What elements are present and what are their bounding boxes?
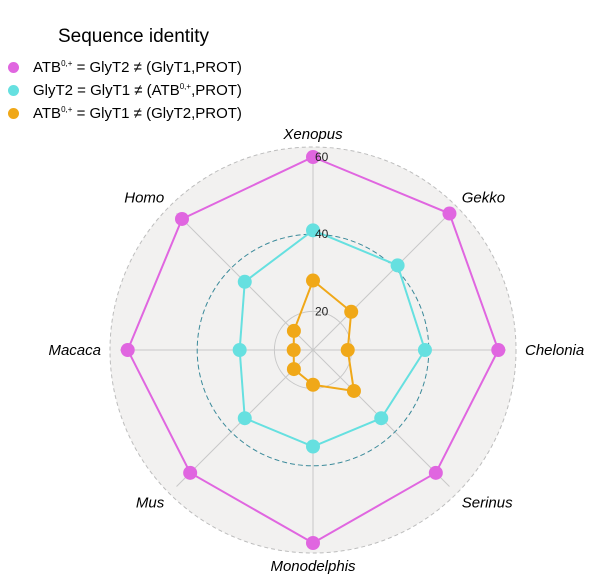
- series-1-point-monodelphis: [306, 439, 320, 454]
- series-0-point-serinus: [428, 465, 443, 480]
- series-1-point-homo: [237, 274, 252, 289]
- series-0-point-gekko: [442, 206, 457, 221]
- legend-dot-glyt2-glyt1: [8, 85, 19, 96]
- category-label-chelonia: Chelonia: [525, 342, 584, 359]
- radar-grid: [109, 146, 517, 554]
- series-1-point-serinus: [374, 411, 389, 426]
- category-label-macaca: Macaca: [48, 342, 101, 359]
- series-2-point-macaca: [286, 343, 301, 357]
- radar-series: [120, 150, 506, 550]
- legend-label-glyt2-glyt1: GlyT2 = GlyT1 ≠ (ATB0,+,PROT): [33, 82, 242, 99]
- series-1-point-macaca: [232, 343, 247, 357]
- series-0-point-mus: [183, 465, 198, 480]
- series-2-point-homo: [286, 323, 301, 338]
- series-2-point-serinus: [346, 383, 361, 398]
- series-1-point-gekko: [390, 258, 405, 273]
- tick-label-40: 40: [315, 227, 329, 241]
- category-label-monodelphis: Monodelphis: [270, 558, 356, 575]
- series-2-point-monodelphis: [306, 377, 320, 392]
- legend: Sequence identity ATB0,+ = GlyT2 ≠ (GlyT…: [8, 26, 308, 125]
- spoke-gekko: [312, 213, 450, 351]
- series-0-point-homo: [174, 211, 189, 226]
- radar-labels: 20 40 60 Xenopus Gekko Chelonia Serinus Monodel…: [48, 126, 584, 575]
- legend-item-atb-glyt2: ATB0,+ = GlyT2 ≠ (GlyT1,PROT): [8, 56, 308, 79]
- legend-item-glyt2-glyt1: GlyT2 = GlyT1 ≠ (ATB0,+,PROT): [8, 79, 308, 102]
- series-0-point-chelonia: [491, 343, 506, 357]
- series-2-point-mus: [286, 362, 301, 377]
- legend-dot-atb-glyt2: [8, 62, 19, 73]
- legend-label-atb-glyt2: ATB0,+ = GlyT2 ≠ (GlyT1,PROT): [33, 59, 242, 76]
- tick-label-60: 60: [315, 150, 329, 164]
- series-2-point-gekko: [344, 304, 359, 319]
- category-label-homo: Homo: [124, 189, 164, 206]
- series-0-point-xenopus: [306, 150, 320, 164]
- series-2-point-chelonia: [340, 343, 355, 357]
- series-0-point-monodelphis: [306, 536, 320, 550]
- category-label-gekko: Gekko: [462, 189, 505, 206]
- category-label-serinus: Serinus: [462, 495, 513, 512]
- legend-dot-atb-glyt1: [8, 108, 19, 119]
- series-1-point-mus: [237, 411, 252, 426]
- series-2-point-xenopus: [306, 273, 320, 288]
- tick-label-20: 20: [315, 304, 329, 318]
- legend-item-atb-glyt1: ATB0,+ = GlyT1 ≠ (GlyT2,PROT): [8, 102, 308, 125]
- legend-label-atb-glyt1: ATB0,+ = GlyT1 ≠ (GlyT2,PROT): [33, 105, 242, 122]
- category-label-mus: Mus: [136, 495, 165, 512]
- series-1-point-chelonia: [417, 343, 432, 357]
- series-1-point-xenopus: [306, 223, 320, 238]
- legend-title: Sequence identity: [58, 26, 210, 47]
- series-0-point-macaca: [120, 343, 135, 357]
- category-label-xenopus: Xenopus: [282, 126, 343, 143]
